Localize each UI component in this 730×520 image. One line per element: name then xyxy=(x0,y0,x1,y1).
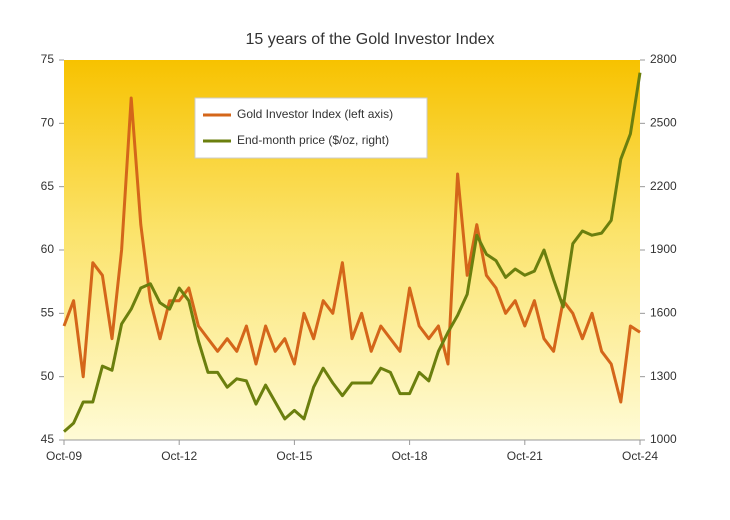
y-tick-label: 50 xyxy=(41,369,55,383)
x-tick-label: Oct-12 xyxy=(161,449,197,463)
x-tick-label: Oct-18 xyxy=(392,449,428,463)
y-tick-label: 65 xyxy=(41,179,55,193)
legend-label: Gold Investor Index (left axis) xyxy=(237,107,393,121)
y-tick-label: 45 xyxy=(41,432,55,446)
y-tick-label: 60 xyxy=(41,242,55,256)
x-tick-label: Oct-21 xyxy=(507,449,543,463)
y2-tick-label: 1300 xyxy=(650,369,677,383)
legend-box xyxy=(194,97,428,159)
chart-title: 15 years of the Gold Investor Index xyxy=(245,31,494,48)
x-tick-label: Oct-09 xyxy=(46,449,82,463)
x-tick-label: Oct-15 xyxy=(276,449,312,463)
y2-tick-label: 2800 xyxy=(650,52,677,66)
y-tick-label: 70 xyxy=(41,116,55,130)
x-tick-label: Oct-24 xyxy=(622,449,658,463)
y2-tick-label: 1900 xyxy=(650,242,677,256)
legend-label: End-month price ($/oz, right) xyxy=(237,133,389,147)
y2-tick-label: 2200 xyxy=(650,179,677,193)
y-tick-label: 75 xyxy=(41,52,55,66)
series-line xyxy=(63,72,642,433)
y2-tick-label: 1600 xyxy=(650,306,677,320)
y2-tick-label: 2500 xyxy=(650,116,677,130)
series-line xyxy=(62,96,641,404)
y-tick-label: 55 xyxy=(41,306,55,320)
y2-tick-label: 1000 xyxy=(650,432,677,446)
